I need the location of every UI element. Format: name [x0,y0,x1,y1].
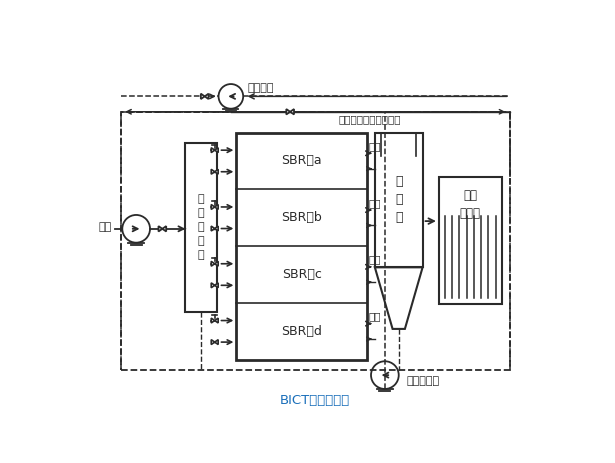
Polygon shape [215,169,218,174]
Polygon shape [215,226,218,231]
Text: SBR池d: SBR池d [281,325,322,338]
Polygon shape [159,226,162,232]
Polygon shape [211,205,215,209]
Polygon shape [215,205,218,209]
Polygon shape [290,109,294,114]
Polygon shape [162,226,166,232]
Polygon shape [205,94,208,99]
Text: 硝化液回流: 硝化液回流 [407,376,440,386]
Text: SBR池b: SBR池b [281,211,322,224]
Polygon shape [211,226,215,231]
Bar [184,143,217,312]
Text: SBR池a: SBR池a [282,155,322,168]
Text: 出水: 出水 [369,141,381,151]
Bar [375,132,423,267]
Polygon shape [215,318,218,323]
Text: 膜法
硝化池: 膜法 硝化池 [460,188,481,219]
Polygon shape [215,261,218,266]
Polygon shape [215,148,218,153]
Polygon shape [211,340,215,344]
Polygon shape [287,109,290,114]
Text: 污泥回流: 污泥回流 [247,82,274,93]
Text: 剩余（富磷）污泥排放: 剩余（富磷）污泥排放 [339,114,402,124]
Text: SBR池c: SBR池c [282,268,322,281]
Bar [121,112,510,370]
Text: 出水: 出水 [369,255,381,264]
Text: BICT工艺流程图: BICT工艺流程图 [280,394,350,407]
Polygon shape [215,340,218,344]
Bar [438,177,502,304]
Text: 厌
氧
选
择
器: 厌 氧 选 择 器 [197,194,204,260]
Polygon shape [215,283,218,288]
Bar [236,132,367,360]
Text: 沉
淀
池: 沉 淀 池 [395,175,402,225]
Polygon shape [211,318,215,323]
Text: 出水: 出水 [369,311,381,321]
Polygon shape [211,283,215,288]
Polygon shape [211,148,215,153]
Text: 出水: 出水 [369,198,381,208]
Polygon shape [211,169,215,174]
Text: 进水: 进水 [99,222,112,232]
Polygon shape [211,261,215,266]
Polygon shape [201,94,205,99]
